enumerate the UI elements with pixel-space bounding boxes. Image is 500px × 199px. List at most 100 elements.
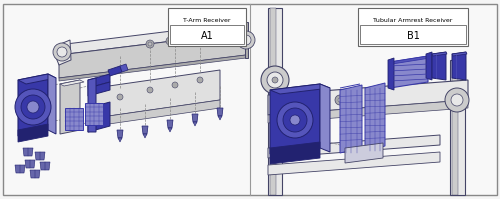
Polygon shape bbox=[143, 134, 147, 138]
Polygon shape bbox=[18, 74, 56, 84]
Circle shape bbox=[451, 94, 463, 106]
Circle shape bbox=[172, 82, 178, 88]
Polygon shape bbox=[84, 51, 94, 55]
Circle shape bbox=[335, 95, 345, 105]
Polygon shape bbox=[59, 55, 246, 81]
Bar bbox=[360, 25, 466, 44]
Text: B1: B1 bbox=[406, 31, 420, 41]
Circle shape bbox=[21, 95, 45, 119]
Bar bbox=[358, 8, 468, 46]
Circle shape bbox=[57, 47, 67, 57]
Polygon shape bbox=[365, 83, 385, 151]
Polygon shape bbox=[452, 52, 467, 56]
Circle shape bbox=[261, 66, 289, 94]
Polygon shape bbox=[60, 80, 80, 134]
Polygon shape bbox=[55, 40, 71, 65]
Polygon shape bbox=[210, 46, 220, 51]
Polygon shape bbox=[345, 143, 383, 163]
Circle shape bbox=[53, 43, 71, 61]
Polygon shape bbox=[245, 22, 248, 58]
Polygon shape bbox=[88, 74, 110, 88]
Polygon shape bbox=[126, 49, 136, 54]
Polygon shape bbox=[270, 84, 330, 94]
Polygon shape bbox=[120, 64, 128, 72]
Polygon shape bbox=[167, 120, 173, 128]
Polygon shape bbox=[30, 170, 40, 178]
Polygon shape bbox=[98, 50, 108, 55]
Polygon shape bbox=[168, 48, 178, 52]
Polygon shape bbox=[18, 124, 48, 142]
Polygon shape bbox=[95, 70, 220, 118]
Text: Tubular Armrest Receiver: Tubular Armrest Receiver bbox=[374, 18, 452, 22]
Polygon shape bbox=[88, 102, 110, 132]
Polygon shape bbox=[270, 84, 320, 154]
Polygon shape bbox=[154, 48, 164, 53]
FancyBboxPatch shape bbox=[3, 4, 497, 195]
Polygon shape bbox=[18, 74, 48, 136]
Circle shape bbox=[290, 115, 300, 125]
Polygon shape bbox=[140, 49, 150, 53]
Circle shape bbox=[188, 36, 192, 40]
Polygon shape bbox=[390, 56, 430, 64]
Polygon shape bbox=[270, 142, 320, 164]
Polygon shape bbox=[270, 8, 276, 195]
Polygon shape bbox=[452, 60, 458, 195]
Circle shape bbox=[197, 77, 203, 83]
Polygon shape bbox=[182, 47, 192, 52]
Polygon shape bbox=[192, 114, 198, 122]
Circle shape bbox=[445, 88, 469, 112]
Text: A1: A1 bbox=[200, 31, 213, 41]
Polygon shape bbox=[432, 52, 447, 56]
Polygon shape bbox=[218, 116, 222, 120]
Circle shape bbox=[237, 31, 255, 49]
Polygon shape bbox=[40, 162, 50, 170]
Polygon shape bbox=[117, 130, 123, 138]
Circle shape bbox=[338, 98, 342, 102]
Polygon shape bbox=[23, 148, 33, 156]
Circle shape bbox=[147, 87, 153, 93]
Polygon shape bbox=[118, 138, 122, 142]
Polygon shape bbox=[193, 122, 197, 126]
Polygon shape bbox=[95, 100, 220, 126]
Text: T-Arm Receiver: T-Arm Receiver bbox=[183, 18, 231, 22]
Polygon shape bbox=[426, 52, 432, 80]
Polygon shape bbox=[432, 52, 446, 80]
Circle shape bbox=[27, 101, 39, 113]
Polygon shape bbox=[168, 128, 172, 132]
Polygon shape bbox=[112, 50, 122, 54]
Bar bbox=[168, 8, 246, 46]
Circle shape bbox=[146, 40, 154, 48]
Circle shape bbox=[168, 39, 172, 43]
Circle shape bbox=[117, 94, 123, 100]
Polygon shape bbox=[60, 80, 84, 86]
Polygon shape bbox=[268, 135, 440, 158]
Polygon shape bbox=[25, 160, 35, 168]
Polygon shape bbox=[268, 8, 282, 195]
Circle shape bbox=[241, 35, 251, 45]
Polygon shape bbox=[70, 51, 80, 56]
Polygon shape bbox=[224, 46, 234, 50]
Circle shape bbox=[272, 77, 278, 83]
Polygon shape bbox=[340, 85, 362, 153]
Circle shape bbox=[283, 108, 307, 132]
Polygon shape bbox=[88, 78, 96, 132]
FancyBboxPatch shape bbox=[85, 103, 103, 125]
Polygon shape bbox=[452, 52, 466, 80]
Polygon shape bbox=[59, 32, 246, 78]
Circle shape bbox=[148, 42, 152, 46]
Polygon shape bbox=[268, 100, 468, 123]
Bar bbox=[170, 25, 244, 44]
Circle shape bbox=[277, 102, 313, 138]
Polygon shape bbox=[108, 66, 122, 76]
Polygon shape bbox=[88, 82, 110, 96]
Circle shape bbox=[15, 89, 51, 125]
Polygon shape bbox=[450, 60, 465, 195]
Polygon shape bbox=[217, 108, 223, 116]
Polygon shape bbox=[340, 84, 360, 88]
Polygon shape bbox=[142, 126, 148, 134]
Polygon shape bbox=[196, 47, 206, 51]
Polygon shape bbox=[93, 88, 95, 126]
Polygon shape bbox=[35, 152, 45, 160]
Polygon shape bbox=[268, 152, 440, 175]
FancyBboxPatch shape bbox=[65, 108, 83, 130]
